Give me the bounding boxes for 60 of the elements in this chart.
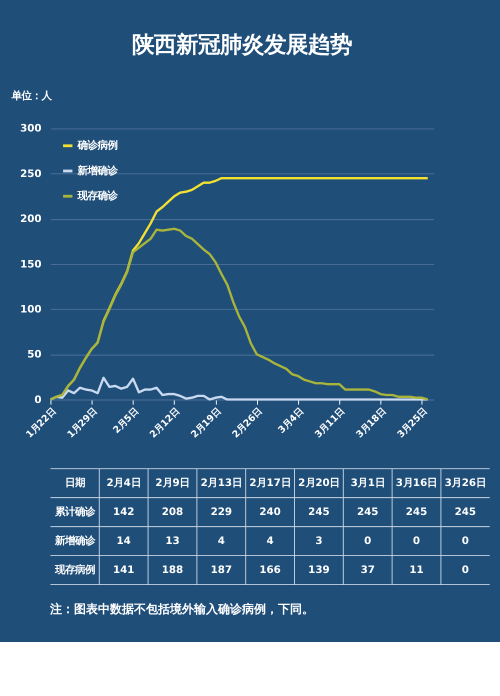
x-tick-label: 2月5日 bbox=[111, 406, 141, 436]
legend-label: 新增确诊 bbox=[76, 164, 119, 177]
data-label: 37 bbox=[360, 564, 375, 576]
chart-title: 陕西新冠肺炎发展趋势 bbox=[132, 32, 352, 58]
data-label: 0 bbox=[462, 564, 469, 576]
line-series bbox=[49, 228, 429, 401]
category-label: 3月26日 bbox=[444, 476, 486, 489]
y-tick-label: 200 bbox=[20, 213, 42, 226]
x-tick-label: 2月26日 bbox=[230, 406, 265, 440]
x-tick-label: 3月25日 bbox=[395, 406, 430, 440]
category-label: 3月1日 bbox=[350, 476, 385, 489]
y-tick-label: 150 bbox=[20, 258, 42, 270]
data-label: 188 bbox=[162, 564, 184, 576]
data-label: 245 bbox=[454, 506, 476, 518]
y-tick-label: 100 bbox=[20, 303, 42, 316]
legend-label: 确诊病例 bbox=[76, 140, 118, 152]
text: 现存病例 bbox=[54, 564, 95, 576]
x-tick-label: 3月18日 bbox=[354, 406, 388, 440]
text: 日期 bbox=[64, 476, 85, 489]
data-label: 240 bbox=[259, 506, 281, 518]
data-label: 0 bbox=[412, 534, 420, 547]
data-label: 0 bbox=[364, 534, 372, 547]
text: 新增确诊 bbox=[54, 534, 96, 547]
data-label: 229 bbox=[210, 506, 232, 518]
data-label: 208 bbox=[162, 506, 184, 518]
x-tick-label: 2月19日 bbox=[189, 406, 224, 440]
data-label: 11 bbox=[409, 564, 424, 576]
legend-label: 现存确诊 bbox=[76, 190, 119, 202]
data-label: 141 bbox=[112, 564, 134, 576]
data-label: 166 bbox=[259, 564, 281, 576]
y-tick-label: 250 bbox=[20, 168, 42, 180]
y-axis-title: 单位：人 bbox=[10, 90, 53, 102]
data-label: 142 bbox=[112, 506, 134, 518]
text: 注：图表中数据不包括境外输入确诊病例，下同。 bbox=[49, 602, 314, 616]
data-label: 0 bbox=[462, 534, 469, 547]
text: 累计确诊 bbox=[54, 506, 96, 518]
data-label: 245 bbox=[356, 506, 378, 518]
data-label: 14 bbox=[116, 534, 131, 547]
category-label: 2月9日 bbox=[155, 476, 190, 489]
data-label: 245 bbox=[308, 506, 330, 518]
data-label: 245 bbox=[406, 506, 428, 518]
category-label: 2月13日 bbox=[200, 476, 242, 489]
category-label: 2月4日 bbox=[106, 476, 141, 489]
data-label: 13 bbox=[165, 534, 180, 547]
x-tick-label: 3月4日 bbox=[276, 406, 306, 436]
data-label: 4 bbox=[218, 534, 225, 547]
data-label: 187 bbox=[210, 564, 232, 576]
data-label: 4 bbox=[266, 534, 274, 547]
category-label: 2月20日 bbox=[298, 476, 340, 489]
y-tick-label: 0 bbox=[34, 394, 42, 406]
x-tick-label: 1月22日 bbox=[24, 406, 58, 440]
x-tick-label: 3月11日 bbox=[312, 406, 348, 440]
data-label: 139 bbox=[308, 564, 330, 576]
category-label: 3月16日 bbox=[396, 476, 438, 489]
y-tick-label: 50 bbox=[27, 348, 42, 361]
category-label: 2月17日 bbox=[249, 476, 291, 489]
x-tick-label: 2月12日 bbox=[148, 406, 182, 440]
y-tick-label: 300 bbox=[20, 122, 42, 135]
x-tick-label: 1月29日 bbox=[65, 406, 100, 440]
data-label: 3 bbox=[315, 534, 322, 547]
